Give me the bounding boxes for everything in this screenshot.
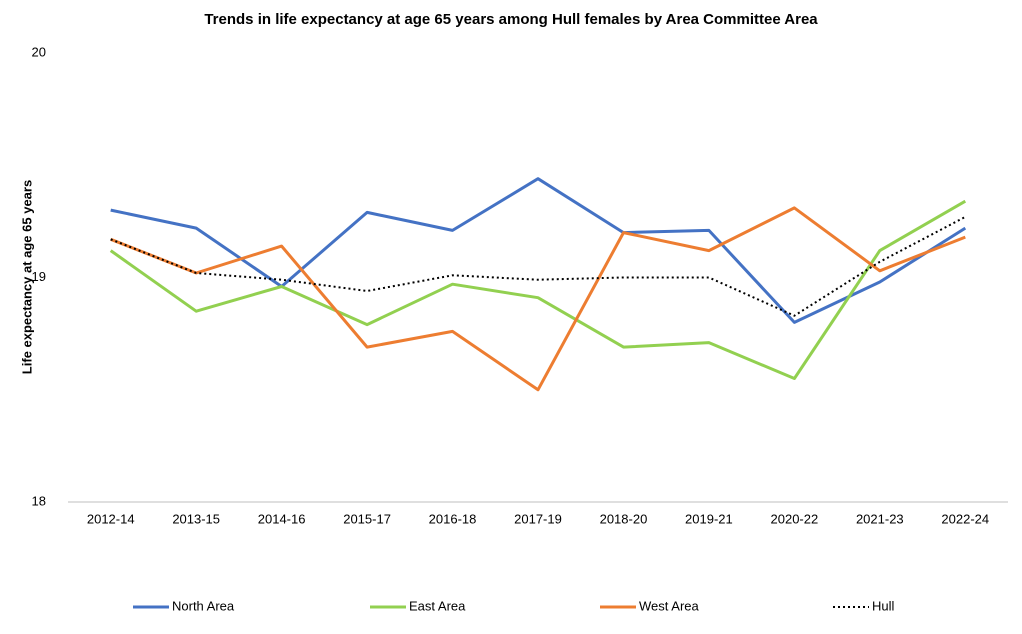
legend-label: East Area — [409, 598, 466, 613]
legend-label: West Area — [639, 598, 700, 613]
y-tick-label: 19 — [32, 269, 46, 284]
chart-title: Trends in life expectancy at age 65 year… — [204, 11, 818, 28]
legend-label: Hull — [872, 598, 895, 613]
x-tick-label: 2017-19 — [514, 511, 562, 526]
x-tick-label: 2020-22 — [771, 511, 819, 526]
y-tick-label: 18 — [32, 493, 46, 508]
data-line — [109, 199, 967, 380]
x-tick-label: 2018-20 — [600, 511, 648, 526]
x-tick-label: 2019-21 — [685, 511, 733, 526]
x-tick-label: 2021-23 — [856, 511, 904, 526]
x-tick-label: 2013-15 — [172, 511, 220, 526]
x-tick-label: 2022-24 — [941, 511, 989, 526]
legend-label: North Area — [172, 598, 235, 613]
y-tick-label: 20 — [32, 44, 46, 59]
x-tick-label: 2015-17 — [343, 511, 391, 526]
x-tick-label: 2016-18 — [429, 511, 477, 526]
data-line — [110, 206, 966, 392]
x-tick-label: 2014-16 — [258, 511, 306, 526]
data-line — [110, 216, 966, 317]
data-line — [110, 177, 967, 324]
x-tick-label: 2012-14 — [87, 511, 135, 526]
y-axis-label: Life expectancy at age 65 years — [19, 180, 34, 374]
